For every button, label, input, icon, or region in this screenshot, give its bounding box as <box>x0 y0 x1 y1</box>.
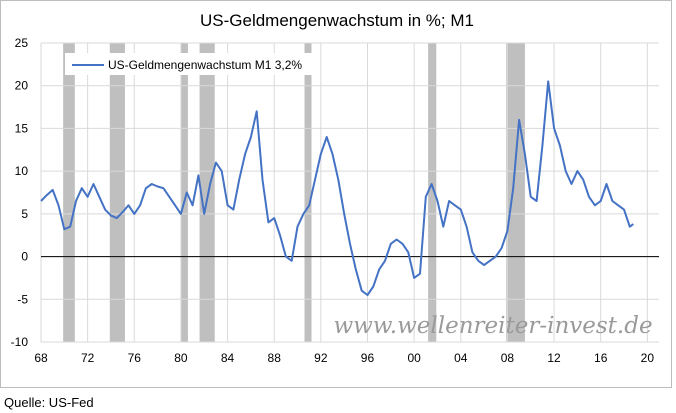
source-note: Quelle: US-Fed <box>4 395 94 410</box>
x-tick-label: 68 <box>34 351 48 365</box>
recession-band <box>180 43 188 342</box>
y-tick-label: 15 <box>15 121 29 135</box>
y-tick-label: 20 <box>15 79 29 93</box>
line-chart: 25 20 15 10 5 0 -5 -10 68 72 76 80 84 88 92 96 00 04 08 12… <box>11 11 659 365</box>
y-tick-label: -10 <box>11 335 29 349</box>
y-tick-label: 5 <box>21 207 28 221</box>
y-tick-label: 10 <box>15 164 29 178</box>
recession-band <box>109 43 125 342</box>
grid <box>40 42 659 343</box>
series-line <box>40 80 634 296</box>
recession-band <box>304 43 312 342</box>
x-tick-label: 76 <box>128 351 142 365</box>
x-tick-label: 72 <box>81 351 95 365</box>
x-tick-label: 20 <box>641 351 655 365</box>
chart-title: US-Geldmengenwachstum in %; M1 <box>200 11 474 30</box>
y-tick-label: -5 <box>17 292 28 306</box>
x-tick-label: 00 <box>407 351 421 365</box>
x-tick-label: 92 <box>314 351 328 365</box>
x-tick-label: 16 <box>594 351 608 365</box>
recession-band <box>63 43 75 342</box>
recession-bands <box>63 43 525 342</box>
recession-band <box>428 43 437 342</box>
y-tick-label: 25 <box>15 36 29 50</box>
x-tick-label: 80 <box>174 351 188 365</box>
legend: US-Geldmengenwachstum M1 3,2% <box>65 53 317 75</box>
x-axis-ticks: 68 72 76 80 84 88 92 96 00 04 08 12 16 20 <box>34 351 654 365</box>
recession-band <box>199 43 215 342</box>
legend-background <box>65 53 317 75</box>
chart-frame: 25 20 15 10 5 0 -5 -10 68 72 76 80 84 88 92 96 00 04 08 12… <box>0 0 672 388</box>
legend-label: US-Geldmengenwachstum M1 3,2% <box>108 58 302 72</box>
x-tick-label: 12 <box>547 351 561 365</box>
x-tick-label: 04 <box>454 351 468 365</box>
x-tick-label: 88 <box>268 351 282 365</box>
series-layer <box>40 80 634 296</box>
x-tick-label: 08 <box>501 351 515 365</box>
recession-band <box>506 43 525 342</box>
watermark: www.wellenreiter-invest.de <box>333 313 652 339</box>
x-tick-label: 96 <box>361 351 375 365</box>
y-tick-label: 0 <box>21 250 28 264</box>
y-axis-ticks: 25 20 15 10 5 0 -5 -10 <box>11 36 29 349</box>
x-tick-label: 84 <box>221 351 235 365</box>
